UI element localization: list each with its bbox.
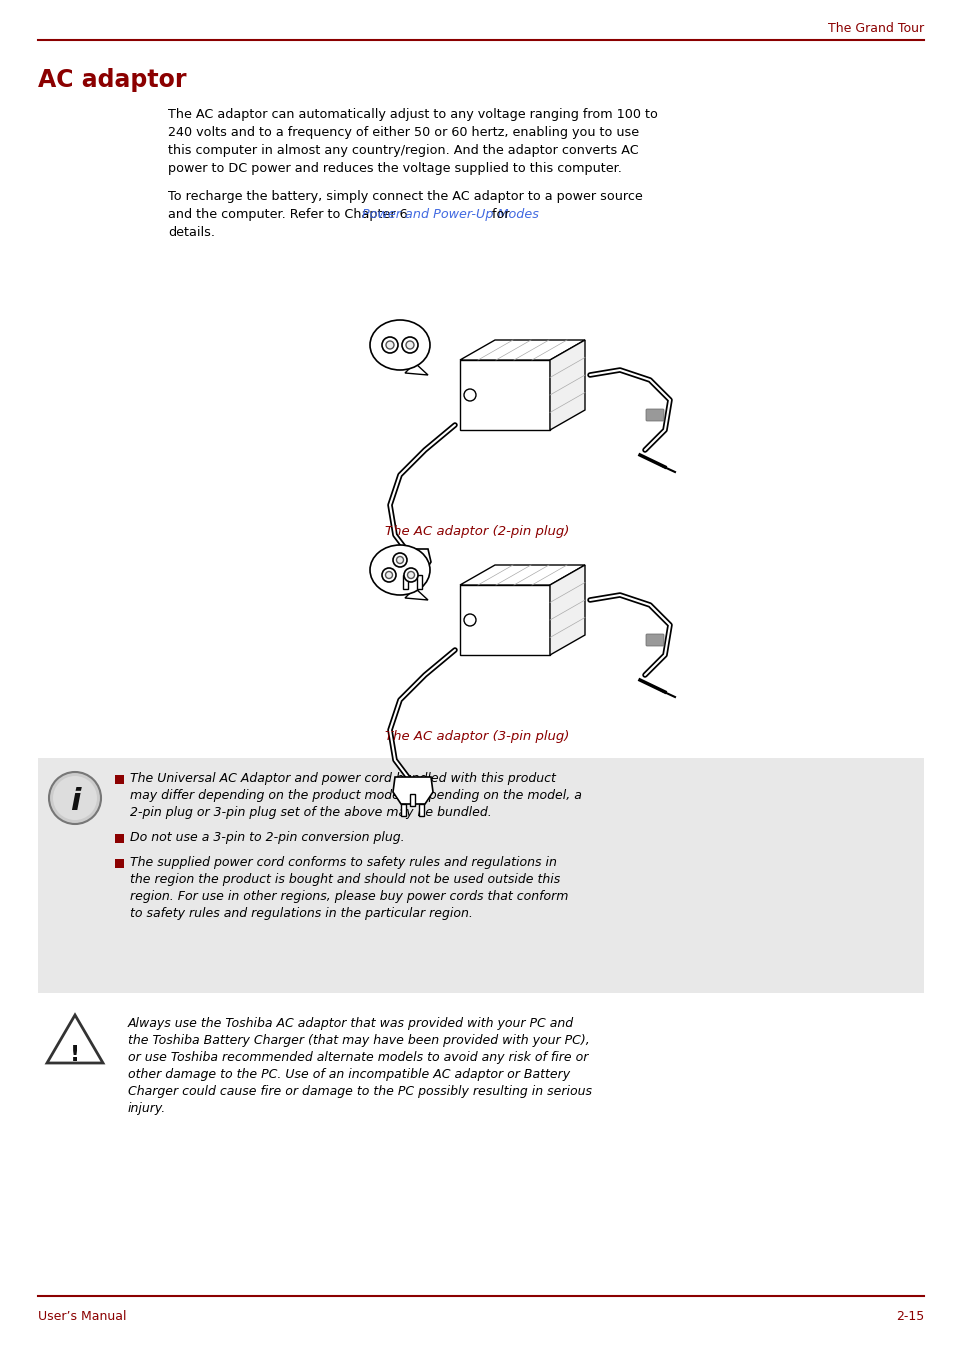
Ellipse shape — [370, 544, 430, 594]
Circle shape — [393, 553, 407, 567]
Polygon shape — [459, 359, 550, 430]
Text: The AC adaptor can automatically adjust to any voltage ranging from 100 to: The AC adaptor can automatically adjust … — [168, 108, 658, 122]
FancyBboxPatch shape — [645, 634, 663, 646]
Bar — [115, 834, 124, 843]
Bar — [403, 576, 408, 589]
Circle shape — [396, 557, 403, 563]
Circle shape — [463, 613, 476, 626]
Ellipse shape — [370, 320, 430, 370]
Text: Do not use a 3-pin to 2-pin conversion plug.: Do not use a 3-pin to 2-pin conversion p… — [130, 831, 404, 844]
Text: the region the product is bought and should not be used outside this: the region the product is bought and sho… — [130, 873, 559, 886]
Text: power to DC power and reduces the voltage supplied to this computer.: power to DC power and reduces the voltag… — [168, 162, 621, 176]
Text: 2-15: 2-15 — [895, 1310, 923, 1323]
Text: AC adaptor: AC adaptor — [38, 68, 186, 92]
Text: the Toshiba Battery Charger (that may have been provided with your PC),: the Toshiba Battery Charger (that may ha… — [128, 1034, 589, 1047]
Circle shape — [386, 340, 394, 349]
Bar — [38, 758, 923, 993]
Polygon shape — [395, 549, 431, 576]
Bar — [401, 804, 406, 816]
Polygon shape — [405, 363, 428, 376]
Polygon shape — [459, 340, 584, 359]
Text: To recharge the battery, simply connect the AC adaptor to a power source: To recharge the battery, simply connect … — [168, 190, 642, 203]
Circle shape — [381, 336, 397, 353]
Polygon shape — [459, 565, 584, 585]
Text: The supplied power cord conforms to safety rules and regulations in: The supplied power cord conforms to safe… — [130, 857, 557, 869]
Text: this computer in almost any country/region. And the adaptor converts AC: this computer in almost any country/regi… — [168, 145, 639, 157]
Circle shape — [49, 771, 101, 824]
Text: 240 volts and to a frequency of either 50 or 60 hertz, enabling you to use: 240 volts and to a frequency of either 5… — [168, 126, 639, 139]
Text: User’s Manual: User’s Manual — [38, 1310, 127, 1323]
Polygon shape — [393, 777, 433, 804]
Circle shape — [385, 571, 392, 578]
Text: details.: details. — [168, 226, 214, 239]
Text: 2-pin plug or 3-pin plug set of the above may be bundled.: 2-pin plug or 3-pin plug set of the abov… — [130, 807, 491, 819]
Text: The Grand Tour: The Grand Tour — [827, 22, 923, 35]
Bar — [410, 794, 416, 807]
Text: for: for — [488, 208, 509, 222]
Text: may differ depending on the product model. Depending on the model, a: may differ depending on the product mode… — [130, 789, 581, 802]
Text: Always use the Toshiba AC adaptor that was provided with your PC and: Always use the Toshiba AC adaptor that w… — [128, 1017, 574, 1029]
Circle shape — [407, 571, 414, 578]
Circle shape — [53, 775, 97, 820]
Text: injury.: injury. — [128, 1102, 166, 1115]
Polygon shape — [550, 565, 584, 655]
Polygon shape — [405, 588, 428, 600]
Circle shape — [403, 567, 417, 582]
Bar — [417, 576, 422, 589]
Text: Power and Power-Up Modes: Power and Power-Up Modes — [362, 208, 538, 222]
Text: The Universal AC Adaptor and power cord bundled with this product: The Universal AC Adaptor and power cord … — [130, 771, 556, 785]
Text: The AC adaptor (2-pin plug): The AC adaptor (2-pin plug) — [384, 526, 569, 538]
Text: !: ! — [70, 1046, 80, 1065]
Polygon shape — [47, 1015, 103, 1063]
Circle shape — [406, 340, 414, 349]
Text: i: i — [70, 786, 80, 816]
Text: and the computer. Refer to Chapter 6: and the computer. Refer to Chapter 6 — [168, 208, 411, 222]
Circle shape — [463, 389, 476, 401]
Circle shape — [401, 336, 417, 353]
Bar — [115, 859, 124, 867]
FancyBboxPatch shape — [645, 409, 663, 422]
Bar — [419, 804, 424, 816]
Text: or use Toshiba recommended alternate models to avoid any risk of fire or: or use Toshiba recommended alternate mod… — [128, 1051, 588, 1065]
Polygon shape — [550, 340, 584, 430]
Bar — [115, 775, 124, 784]
Text: other damage to the PC. Use of an incompatible AC adaptor or Battery: other damage to the PC. Use of an incomp… — [128, 1069, 570, 1081]
Text: region. For use in other regions, please buy power cords that conform: region. For use in other regions, please… — [130, 890, 568, 902]
Text: Charger could cause fire or damage to the PC possibly resulting in serious: Charger could cause fire or damage to th… — [128, 1085, 592, 1098]
Polygon shape — [459, 585, 550, 655]
Circle shape — [381, 567, 395, 582]
Text: The AC adaptor (3-pin plug): The AC adaptor (3-pin plug) — [384, 730, 569, 743]
Text: to safety rules and regulations in the particular region.: to safety rules and regulations in the p… — [130, 907, 473, 920]
